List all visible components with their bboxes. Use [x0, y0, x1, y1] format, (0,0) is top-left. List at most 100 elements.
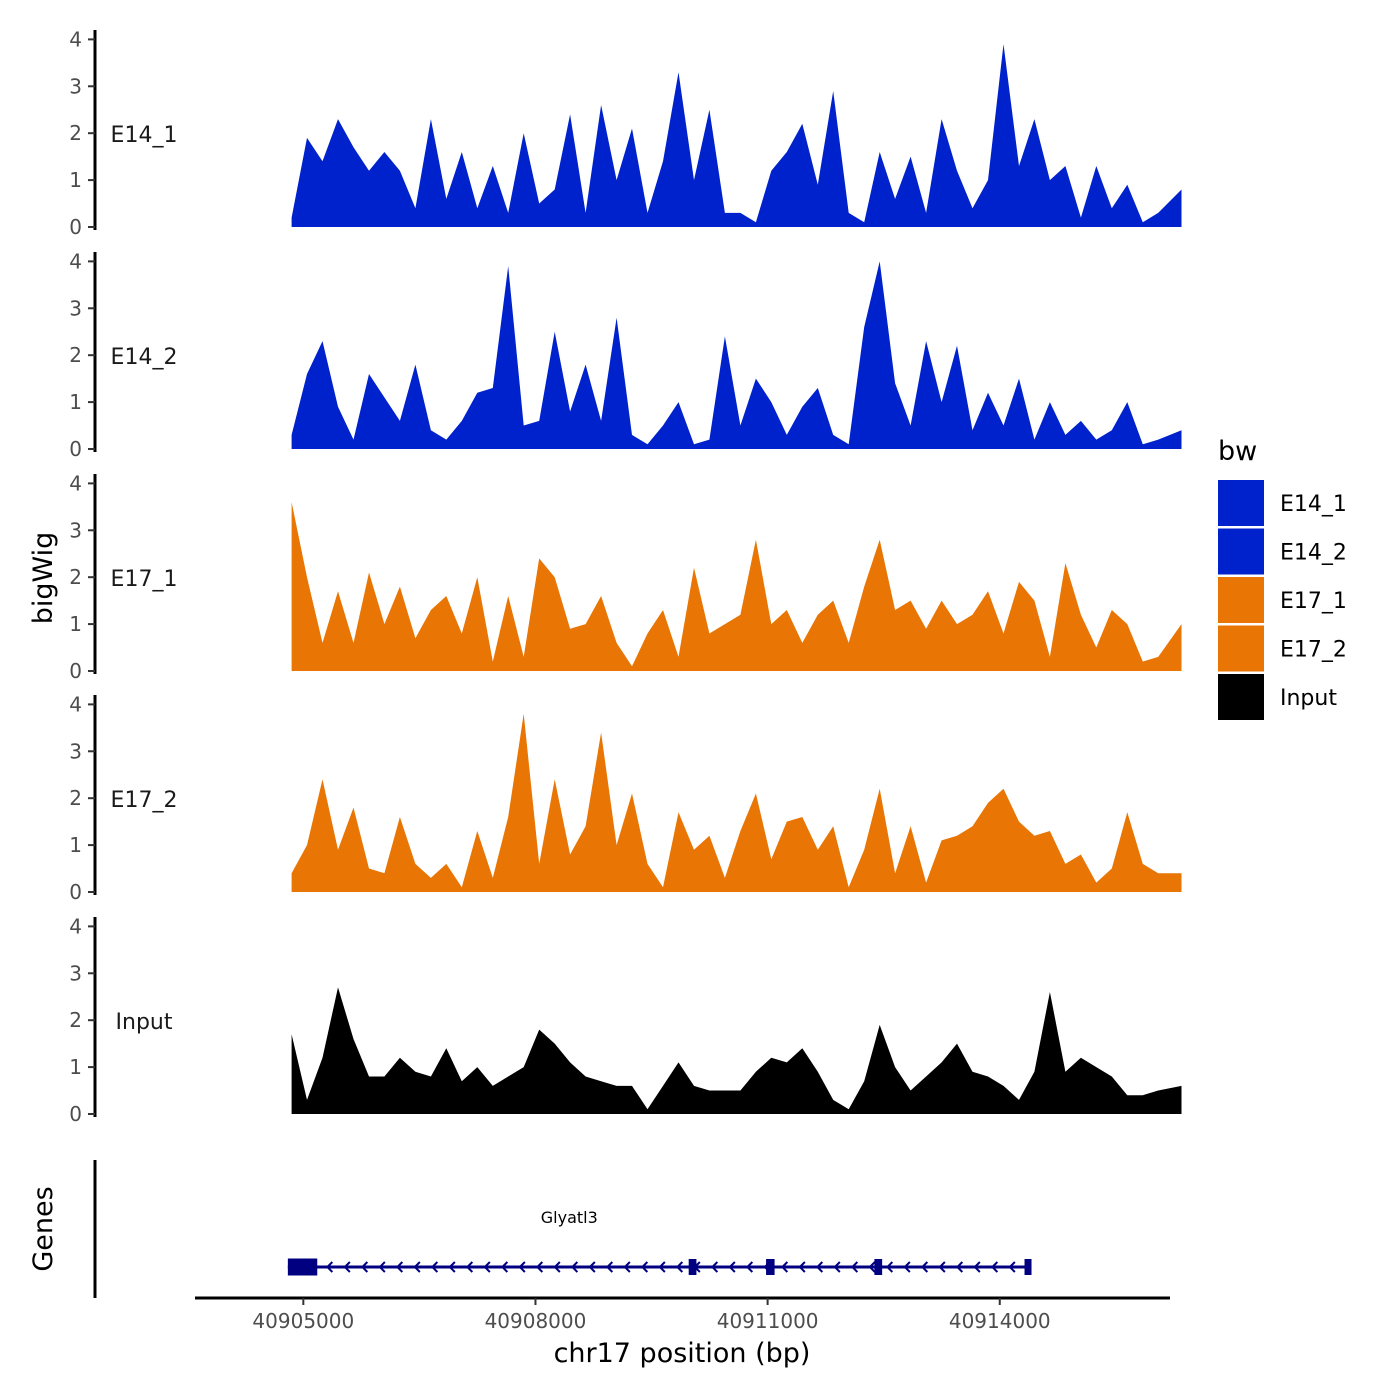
strand-arrow	[360, 1261, 369, 1273]
strand-arrow	[658, 1261, 666, 1273]
y-tick-label: 1	[69, 833, 82, 857]
y-axis-title: bigWig	[28, 532, 59, 625]
x-tick-label: 40914000	[949, 1309, 1051, 1333]
strand-arrow	[745, 1261, 754, 1273]
y-tick-label: 4	[69, 914, 82, 938]
signal-area-e17-1	[291, 502, 1182, 671]
y-tick-label: 3	[69, 74, 82, 98]
track-label: Input	[116, 1010, 173, 1035]
track-input: 0 1 2 3 4 Input	[69, 914, 1182, 1126]
x-axis: 40905000 40908000 40911000 40914000	[195, 1296, 1170, 1333]
y-tick-label: 4	[69, 471, 82, 495]
gene-name: Glyatl3	[541, 1208, 598, 1227]
strand-arrow	[623, 1261, 631, 1273]
strand-arrow	[868, 1261, 876, 1273]
gene-model: Glyatl3	[287, 1208, 1032, 1276]
gene-exon	[287, 1258, 318, 1276]
signal-area-e14-2	[291, 261, 1182, 449]
strand-arrow	[938, 1261, 946, 1273]
strand-arrow	[483, 1261, 491, 1273]
strand-arrow	[343, 1261, 351, 1273]
legend-key-e14-2	[1218, 528, 1264, 575]
y-tick-label: 4	[69, 249, 82, 273]
strand-arrow	[448, 1261, 456, 1273]
strand-arrow	[518, 1261, 526, 1273]
y-tick-label: 1	[69, 612, 82, 636]
gene-exon	[688, 1259, 697, 1275]
strand-arrow	[728, 1261, 736, 1273]
strand-arrow	[798, 1261, 806, 1273]
y-tick-label: 4	[69, 27, 82, 51]
strand-arrow	[1008, 1261, 1016, 1273]
y-tick-label: 2	[69, 565, 82, 589]
legend-key-e17-2	[1218, 625, 1264, 672]
strand-arrow	[395, 1261, 404, 1273]
legend-key-e17-1	[1218, 577, 1264, 623]
y-tick-label: 0	[69, 1102, 82, 1126]
signal-area-e17-2	[291, 713, 1182, 892]
y-tick-label: 0	[69, 659, 82, 683]
legend-label: E17_1	[1280, 589, 1347, 614]
strand-arrow	[990, 1261, 999, 1273]
x-tick-label: 40911000	[717, 1309, 819, 1333]
strand-arrow	[640, 1261, 649, 1273]
legend-label: E14_1	[1280, 492, 1347, 517]
y-tick-label: 2	[69, 1008, 82, 1032]
y-tick-label: 0	[69, 437, 82, 461]
strand-arrow	[553, 1261, 561, 1273]
signal-area-input	[291, 987, 1182, 1114]
y-tick-label: 1	[69, 390, 82, 414]
legend-key-input	[1218, 674, 1264, 720]
y-tick-label: 0	[69, 215, 82, 239]
track-e14-2: 0 1 2 3 4 E14_2	[69, 249, 1182, 461]
strand-arrow	[413, 1261, 421, 1273]
legend-label: E17_2	[1280, 638, 1347, 663]
strand-arrow	[500, 1261, 509, 1273]
y-tick-label: 2	[69, 121, 82, 145]
y-tick-label: 1	[69, 1055, 82, 1079]
x-tick-label: 40908000	[485, 1309, 587, 1333]
y-tick-label: 3	[69, 518, 82, 542]
legend-label: E14_2	[1280, 541, 1347, 566]
strand-arrow	[325, 1261, 334, 1273]
strand-arrow	[430, 1261, 439, 1273]
genes-track: Glyatl3	[93, 1160, 1032, 1298]
gene-exon	[1024, 1259, 1032, 1275]
strand-arrow	[833, 1261, 841, 1273]
y-tick-label: 4	[69, 692, 82, 716]
y-tick-label: 3	[69, 296, 82, 320]
track-label: E17_1	[111, 567, 178, 592]
signal-tracks: 0 1 2 3 4 E14_1 0 1 2 3 4 E14_2 0 1 2 3 4 E17_1 0 1 2 3 4 E17_2…	[69, 27, 1182, 1126]
legend-title: bw	[1218, 436, 1257, 467]
strand-arrow	[570, 1261, 579, 1273]
strand-arrow	[780, 1261, 789, 1273]
strand-arrow	[378, 1261, 386, 1273]
strand-arrow	[955, 1261, 964, 1273]
strand-arrow	[535, 1261, 544, 1273]
legend-key-e14-1	[1218, 480, 1264, 526]
x-axis-title: chr17 position (bp)	[554, 1338, 811, 1369]
strand-arrow	[920, 1261, 929, 1273]
strand-arrow	[903, 1261, 911, 1273]
strand-arrow	[465, 1261, 474, 1273]
track-label: E14_2	[111, 345, 178, 370]
y-tick-label: 3	[69, 739, 82, 763]
y-tick-label: 2	[69, 786, 82, 810]
strand-arrow	[815, 1261, 824, 1273]
strand-arrow	[588, 1261, 596, 1273]
track-e14-1: 0 1 2 3 4 E14_1	[69, 27, 1182, 239]
track-e17-2: 0 1 2 3 4 E17_2	[69, 692, 1182, 904]
x-tick-label: 40905000	[252, 1309, 354, 1333]
genes-track-title: Genes	[28, 1186, 59, 1271]
gene-exon	[874, 1259, 883, 1275]
legend-label: Input	[1280, 686, 1337, 711]
legend: E14_1 E14_2 E17_1 E17_2 Input	[1218, 480, 1347, 720]
strand-arrow	[710, 1261, 719, 1273]
y-tick-label: 1	[69, 168, 82, 192]
strand-arrow	[973, 1261, 981, 1273]
y-tick-label: 3	[69, 961, 82, 985]
track-label: E17_2	[111, 788, 178, 813]
track-label: E14_1	[111, 123, 178, 148]
track-e17-1: 0 1 2 3 4 E17_1	[69, 471, 1182, 683]
